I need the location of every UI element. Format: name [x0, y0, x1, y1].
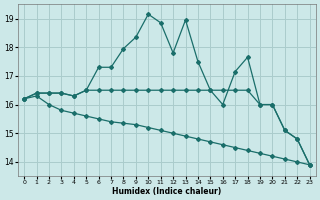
X-axis label: Humidex (Indice chaleur): Humidex (Indice chaleur): [112, 187, 221, 196]
